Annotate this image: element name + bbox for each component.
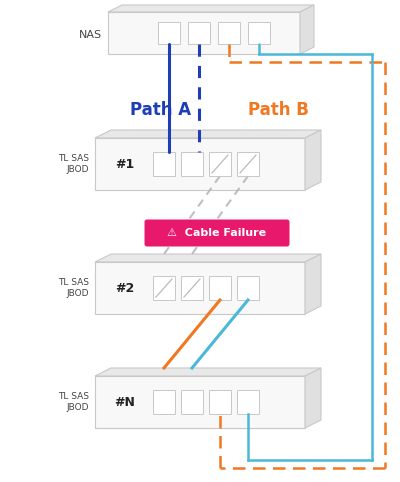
Bar	[209, 390, 231, 414]
Text: ⚠  Cable Failure: ⚠ Cable Failure	[168, 228, 266, 238]
Bar	[218, 22, 240, 44]
Polygon shape	[108, 5, 314, 12]
Bar	[95, 376, 305, 428]
Polygon shape	[95, 254, 321, 262]
Text: TL SAS
JBOD: TL SAS JBOD	[58, 154, 89, 174]
Text: #N: #N	[114, 396, 136, 409]
Polygon shape	[95, 130, 321, 138]
FancyBboxPatch shape	[144, 219, 290, 246]
Polygon shape	[305, 368, 321, 428]
Text: NAS: NAS	[79, 30, 102, 40]
Text: Path B: Path B	[248, 101, 309, 119]
Bar	[153, 276, 175, 300]
Bar	[181, 152, 203, 176]
Text: TL SAS
JBOD: TL SAS JBOD	[58, 278, 89, 298]
Text: TL SAS
JBOD: TL SAS JBOD	[58, 392, 89, 412]
Bar	[95, 262, 305, 314]
Bar	[237, 390, 259, 414]
Text: #1: #1	[115, 158, 135, 171]
Bar	[95, 138, 305, 190]
Bar	[153, 152, 175, 176]
Bar	[188, 22, 210, 44]
Bar	[181, 390, 203, 414]
Polygon shape	[305, 130, 321, 190]
Bar	[237, 276, 259, 300]
Bar	[248, 22, 270, 44]
Bar	[209, 276, 231, 300]
Polygon shape	[305, 254, 321, 314]
Bar	[209, 152, 231, 176]
Polygon shape	[300, 5, 314, 54]
Bar	[237, 152, 259, 176]
Bar	[181, 276, 203, 300]
Bar	[153, 390, 175, 414]
Bar	[158, 22, 180, 44]
Text: #2: #2	[115, 281, 135, 295]
Bar	[108, 12, 300, 54]
Text: Path A: Path A	[130, 101, 191, 119]
Polygon shape	[95, 368, 321, 376]
